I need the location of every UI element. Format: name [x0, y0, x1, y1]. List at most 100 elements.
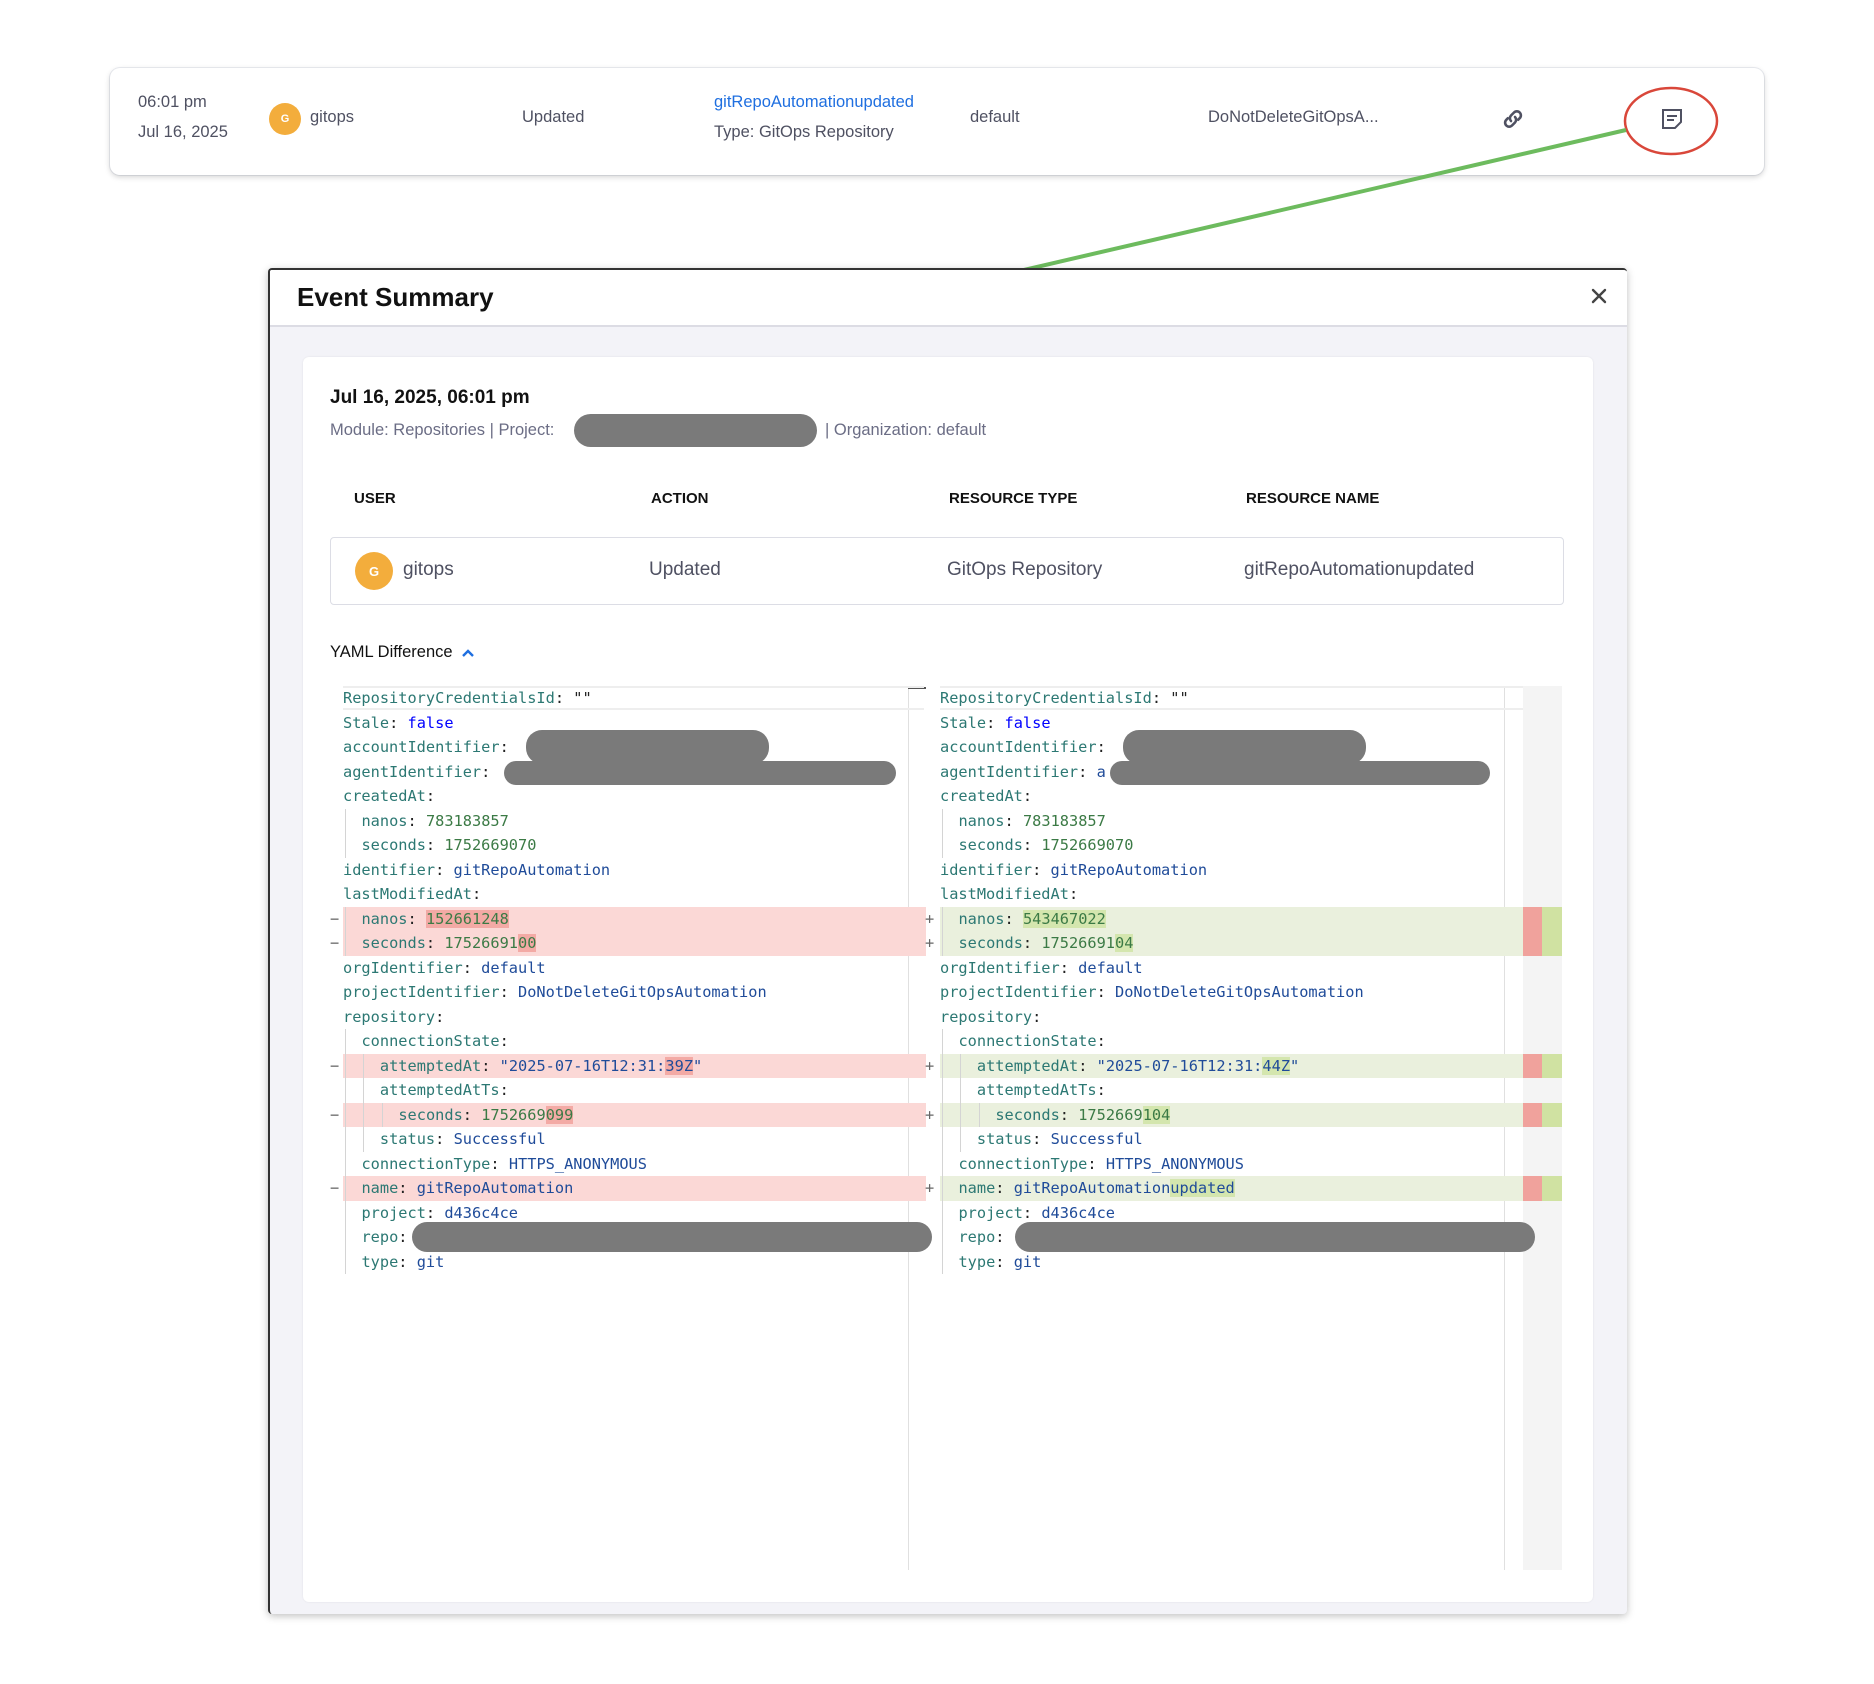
- indent-guide: [942, 808, 943, 833]
- yaml-key: RepositoryCredentialsId: [343, 689, 555, 707]
- diff-line-text: attemptedAt: "2025-07-16T12:31:39Z": [380, 1054, 702, 1079]
- diff-line-text: RepositoryCredentialsId: "": [343, 686, 592, 711]
- diff-line-text: repo:: [361, 1225, 407, 1250]
- yaml-colon: :: [1004, 909, 1014, 928]
- yaml-key: project: [958, 1203, 1023, 1222]
- yaml-colon: :: [499, 738, 509, 756]
- diff-line: status: Successful: [927, 1127, 1523, 1152]
- diff-line-text: type: git: [958, 1250, 1041, 1275]
- yaml-difference-toggle[interactable]: YAML Difference: [330, 643, 475, 662]
- indent-guide: [345, 1053, 346, 1078]
- diff-line: project: d436c4ce: [330, 1200, 926, 1225]
- indent-guide: [942, 1200, 943, 1225]
- event-details-card: Jul 16, 2025, 06:01 pm Module: Repositor…: [303, 357, 1593, 1602]
- notes-icon[interactable]: [1659, 106, 1685, 132]
- yaml-colon: :: [425, 836, 436, 854]
- indent-guide: [942, 1029, 943, 1054]
- redacted-project: [574, 414, 817, 447]
- diff-line: − seconds: 1752669100: [330, 931, 926, 956]
- diff-line: + nanos: 543467022: [925, 906, 1562, 931]
- yaml-value: "": [573, 689, 592, 707]
- yaml-colon: :: [1087, 1154, 1097, 1173]
- diff-line-text: identifier: gitRepoAutomation: [343, 858, 610, 883]
- diff-line-text: seconds: 1752669070: [361, 833, 536, 858]
- diff-overview-ruler[interactable]: [1523, 686, 1562, 1570]
- audit-event-row[interactable]: 06:01 pm Jul 16, 2025 G gitops Updated g…: [110, 68, 1764, 175]
- avatar: G: [355, 552, 393, 590]
- diff-line-text: createdAt:: [343, 784, 435, 809]
- diff-line: nanos: 783183857: [927, 808, 1523, 833]
- diff-line: + seconds: 1752669104: [925, 931, 1562, 956]
- yaml-key: connectionType: [958, 1154, 1088, 1173]
- yaml-colon: :: [1022, 836, 1033, 854]
- yaml-colon: :: [435, 860, 445, 879]
- yaml-key: nanos: [361, 909, 408, 928]
- diff-line-text: repository:: [343, 1005, 444, 1030]
- current-line-left: [343, 686, 924, 710]
- yaml-value: git: [416, 1252, 445, 1271]
- removed-line-highlight: [343, 931, 926, 956]
- diff-line: nanos: 783183857: [330, 808, 926, 833]
- yaml-key: connectionType: [361, 1154, 491, 1173]
- yaml-value: DoNotDeleteGitOpsAutomation: [518, 983, 767, 1001]
- yaml-colon: :: [995, 1228, 1005, 1246]
- event-action: Updated: [522, 108, 585, 126]
- yaml-value: "2025-07-16T12:31:: [499, 1056, 666, 1075]
- yaml-value: HTTPS_ANONYMOUS: [1105, 1154, 1244, 1173]
- changed-chars: 543467022: [1022, 909, 1106, 928]
- yaml-colon: :: [554, 689, 565, 707]
- yaml-colon: :: [1078, 762, 1088, 781]
- yaml-value: HTTPS_ANONYMOUS: [508, 1154, 647, 1173]
- diff-line: repository:: [927, 1005, 1523, 1030]
- changed-chars: 44Z: [1262, 1056, 1291, 1075]
- plus-marker: +: [925, 934, 935, 952]
- indent-guide: [942, 931, 943, 956]
- yaml-colon: :: [1096, 983, 1106, 1001]
- diff-line-text: orgIdentifier: default: [940, 956, 1143, 981]
- diff-line: + seconds: 1752669104: [925, 1102, 1562, 1127]
- yaml-key: RepositoryCredentialsId: [940, 689, 1152, 707]
- scroll-indicator: [908, 687, 926, 689]
- diff-line-text: connectionType: HTTPS_ANONYMOUS: [361, 1152, 647, 1177]
- plus-marker: +: [925, 909, 935, 928]
- removed-line-highlight: [343, 1176, 926, 1201]
- header-resource-type: RESOURCE TYPE: [949, 490, 1078, 507]
- changed-chars: 00: [518, 934, 537, 952]
- close-icon[interactable]: [1590, 287, 1608, 305]
- overview-added-mark: [1542, 931, 1562, 956]
- diff-line: type: git: [330, 1249, 926, 1274]
- yaml-colon: :: [481, 762, 491, 781]
- diff-line: status: Successful: [330, 1127, 926, 1152]
- plus-marker: +: [925, 1056, 935, 1075]
- minus-marker: −: [330, 1105, 340, 1124]
- yaml-key: name: [958, 1179, 996, 1197]
- indent-guide: [942, 1176, 943, 1201]
- yaml-key: agentIdentifier: [343, 762, 482, 781]
- row-action: Updated: [649, 559, 721, 580]
- yaml-value: 783183857: [425, 811, 509, 830]
- diff-line: Stale: false: [927, 711, 1523, 736]
- resource-link[interactable]: gitRepoAutomationupdated: [714, 93, 914, 111]
- yaml-colon: :: [1022, 1203, 1033, 1222]
- yaml-colon: :: [1096, 1081, 1106, 1099]
- indent-guide: [942, 1053, 943, 1078]
- yaml-colon: :: [1032, 1007, 1042, 1026]
- indent-guide: [960, 1078, 962, 1103]
- yaml-value: gitRepoAutomation: [1013, 1179, 1171, 1197]
- yaml-value: 1752669: [481, 1105, 546, 1124]
- link-icon[interactable]: [1500, 106, 1526, 132]
- event-project: DoNotDeleteGitOpsA...: [1208, 108, 1379, 126]
- yaml-value: Successful: [1050, 1130, 1143, 1148]
- yaml-colon: :: [1004, 811, 1014, 830]
- yaml-colon: :: [1068, 885, 1079, 903]
- indent-guide: [345, 1029, 346, 1054]
- yaml-key: seconds: [361, 836, 426, 854]
- diff-line: connectionState:: [927, 1029, 1523, 1054]
- pane-divider[interactable]: [908, 686, 909, 1570]
- diff-line-text: identifier: gitRepoAutomation: [940, 858, 1207, 883]
- diff-line-text: projectIdentifier: DoNotDeleteGitOpsAuto…: [940, 980, 1364, 1005]
- modal-title: Event Summary: [297, 282, 494, 312]
- diff-line-text: seconds: 1752669099: [398, 1103, 574, 1128]
- redacted-value: [1015, 1222, 1535, 1252]
- indent-guide: [345, 833, 346, 858]
